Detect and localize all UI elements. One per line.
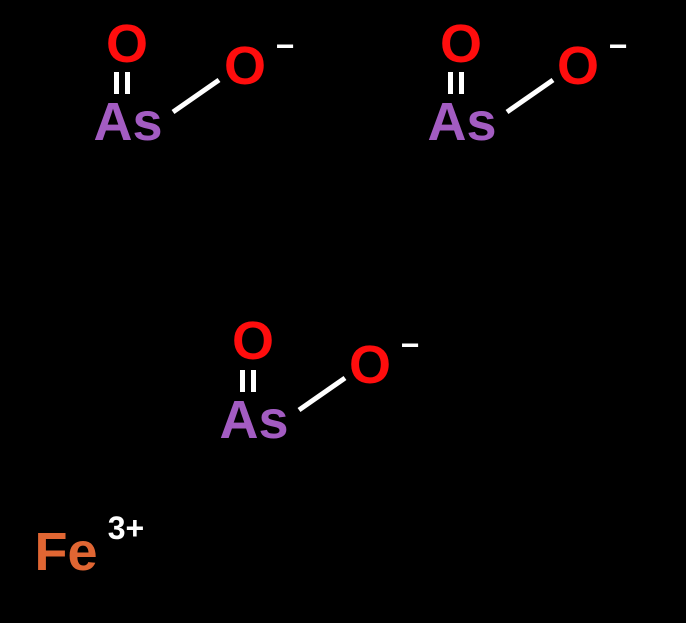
atom-label: O [557, 36, 599, 96]
atom-label: Fe [34, 522, 97, 582]
atom-O5: O [232, 311, 274, 371]
atom-label: O [106, 14, 148, 74]
charge-label: − [401, 327, 420, 363]
charge-label: − [276, 28, 295, 64]
atom-label: As [427, 92, 496, 152]
atom-O3: O [440, 14, 482, 74]
atom-O1: O [106, 14, 148, 74]
atom-As1: As [93, 92, 162, 152]
charge-label: − [609, 28, 628, 64]
atom-label: O [349, 335, 391, 395]
molecule-diagram: OO−AsOO−AsOO−AsFe3+ [0, 0, 686, 623]
atom-label: O [232, 311, 274, 371]
atom-As2: As [427, 92, 496, 152]
atom-As3: As [219, 390, 288, 450]
atom-label: As [93, 92, 162, 152]
atom-label: O [440, 14, 482, 74]
charge-label: 3+ [108, 510, 144, 546]
atom-label: As [219, 390, 288, 450]
atom-label: O [224, 36, 266, 96]
